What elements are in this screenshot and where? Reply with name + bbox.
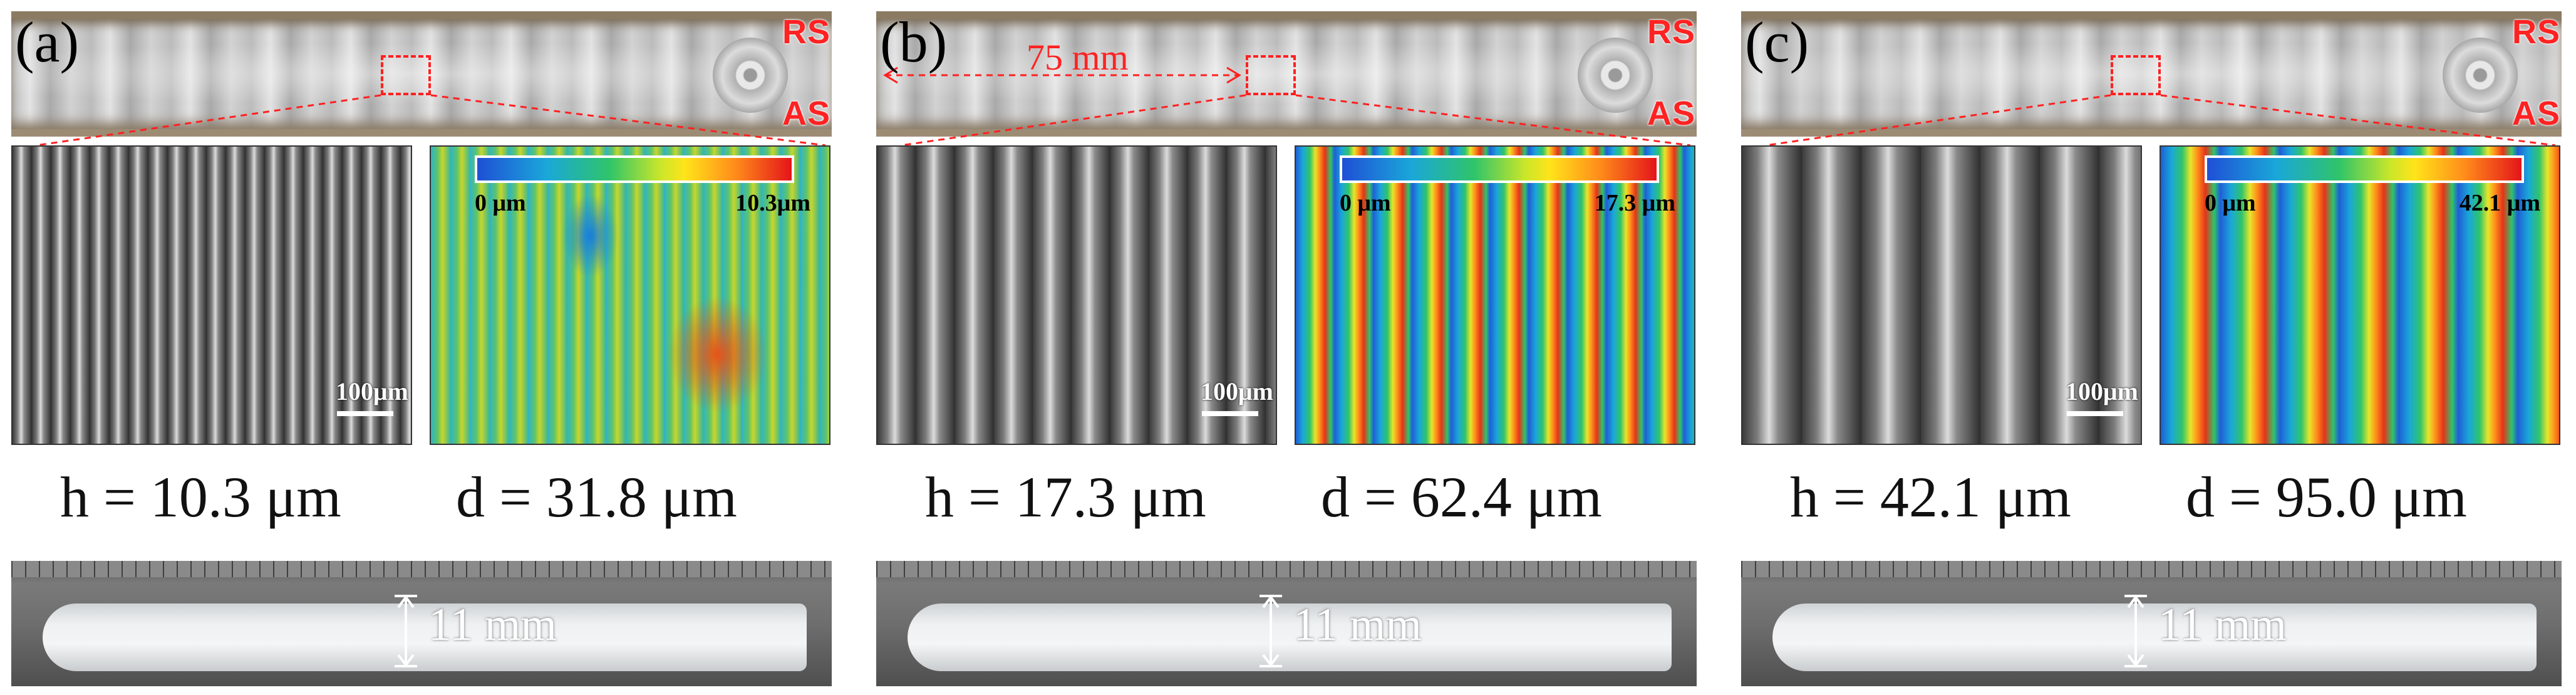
zoom-guide-lines [36,94,826,147]
zoom-region-box [2111,55,2161,95]
scale-bar [337,411,393,416]
exit-keyhole [2443,38,2518,113]
specimen-width-label: 11 mm [1293,599,1422,651]
panel-c: (c) RS AS 100μm 0 μm 42.1 μm h = 42.1 μm… [1741,0,2574,695]
colorbar-max-label: 42.1 μm [2459,190,2540,216]
zoom-region-box [1246,55,1296,95]
rs-label: RS [782,13,830,51]
colorbar-min-label: 0 μm [1340,190,1391,216]
double-arrow-icon [2124,595,2147,667]
ridge-spacing-value: d = 31.8 μm [456,465,737,529]
zoom-region-box [381,55,431,95]
weld-surface-photo [876,11,1697,137]
as-label: AS [2511,95,2560,132]
scale-bar [1202,411,1258,416]
height-map: 0 μm 17.3 μm [1295,145,1695,445]
ridge-height-value: h = 10.3 μm [60,465,341,529]
colorbar-min-label: 0 μm [2205,190,2256,216]
scale-bar-label: 100μm [2066,377,2138,405]
colorbar [2205,155,2524,183]
as-label: AS [1647,95,1695,132]
weld-surface-photo [11,11,832,137]
scale-bar [2067,411,2123,416]
specimen-photo: 11 mm [876,561,1697,686]
specimen-strip [43,604,807,671]
double-arrow-icon [395,595,417,667]
specimen-strip [908,604,1672,671]
specimen-photo: 11 mm [1741,561,2562,686]
colorbar [475,155,794,183]
ruler [876,561,1697,577]
as-label: AS [782,95,830,132]
optical-micrograph: 100μm [1741,145,2142,445]
exit-keyhole [1578,38,1653,113]
colorbar [1340,155,1659,183]
double-arrow-icon [1260,595,1282,667]
ridge-spacing-value: d = 95.0 μm [2186,465,2467,529]
zoom-guide-lines [1766,94,2556,147]
optical-micrograph: 100μm [11,145,412,445]
zoom-guide-lines [883,66,1691,147]
ridge-height-value: h = 17.3 μm [925,465,1206,529]
colorbar-max-label: 17.3 μm [1594,190,1675,216]
panel-label: (c) [1745,10,1809,74]
height-map: 0 μm 42.1 μm [2160,145,2560,445]
colorbar-max-label: 10.3μm [735,190,810,216]
panel-a: (a) RS AS 100μm 0 μm 10.3μm h = 10.3 μm … [11,0,844,695]
specimen-photo: 11 mm [11,561,832,686]
rs-label: RS [1647,13,1695,51]
rs-label: RS [2511,13,2560,51]
ridge-height-value: h = 42.1 μm [1790,465,2071,529]
ridge-spacing-value: d = 62.4 μm [1321,465,1602,529]
exit-keyhole [713,38,788,113]
scale-bar-label: 100μm [336,377,408,405]
ruler [11,561,832,577]
optical-micrograph: 100μm [876,145,1277,445]
panel-b: 75 mm (b) RS AS 100μm 0 μm 17.3 μm h = 1… [876,0,1709,695]
panel-label: (a) [15,10,80,74]
colorbar-min-label: 0 μm [475,190,526,216]
distance-label: 75 mm [1027,37,1129,78]
specimen-width-label: 11 mm [2158,599,2287,651]
ruler [1741,561,2562,577]
specimen-strip [1772,604,2537,671]
weld-surface-photo [1741,11,2562,137]
panel-label: (b) [880,10,948,74]
height-map: 0 μm 10.3μm [430,145,830,445]
scale-bar-label: 100μm [1201,377,1273,405]
specimen-width-label: 11 mm [428,599,557,651]
